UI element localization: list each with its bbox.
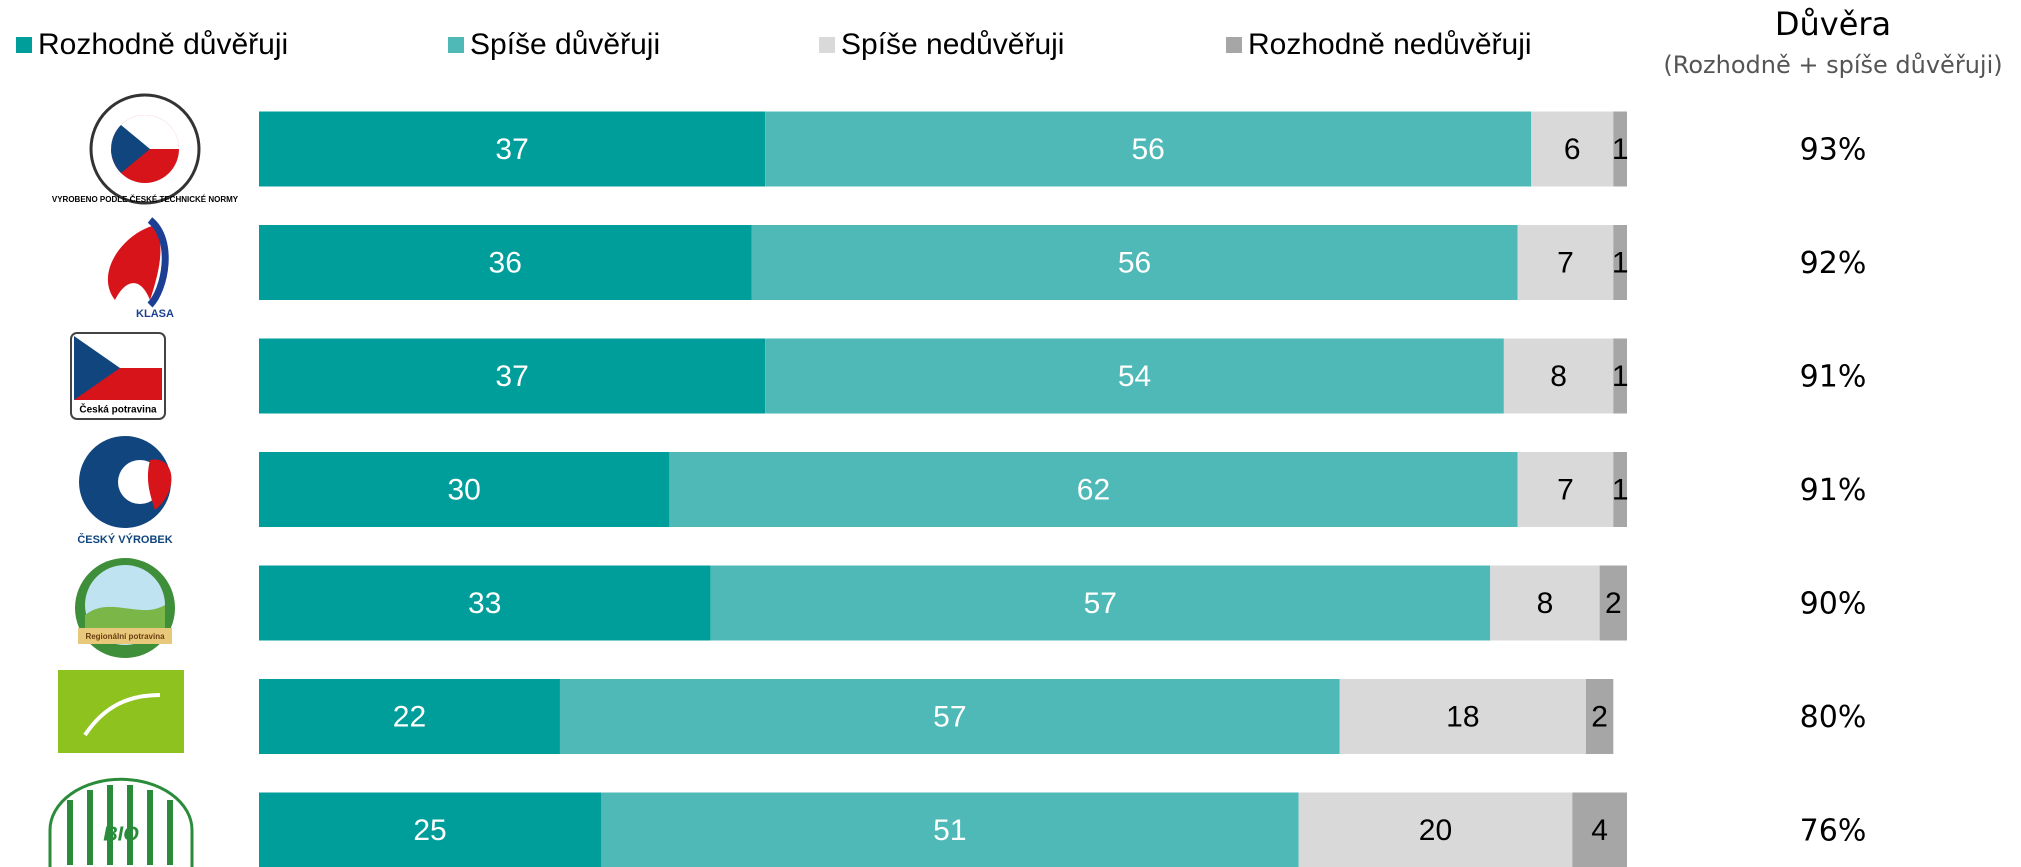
data-label: 1 <box>1612 133 1629 166</box>
data-label: 2 <box>1605 587 1622 620</box>
bar-segment <box>259 338 766 414</box>
bar-segment <box>751 225 1518 300</box>
data-label: 18 <box>1446 700 1479 733</box>
total-label: 91% <box>1800 360 1867 395</box>
total-label: 80% <box>1800 700 1867 735</box>
totals-subtitle: (Rozhodně + spíše důvěřuji) <box>1663 51 2002 79</box>
bar-segment <box>259 225 752 300</box>
total-label: 90% <box>1800 587 1867 622</box>
bar-segment <box>765 111 1532 187</box>
logos: VYROBENO PODLE ČESKÉ TECHNICKÉ NORMY KLA… <box>48 93 239 867</box>
bar-segment <box>259 111 766 187</box>
bar-segment <box>1298 792 1573 867</box>
data-label: 6 <box>1564 133 1581 166</box>
bar-segment <box>259 565 711 641</box>
data-label: 56 <box>1118 246 1151 279</box>
legend-label: Rozhodně důvěřuji <box>38 28 288 61</box>
legend-label: Rozhodně nedůvěřuji <box>1248 28 1532 61</box>
legend-swatch <box>1226 37 1242 53</box>
data-label: 20 <box>1419 814 1452 847</box>
data-label: 2 <box>1591 700 1608 733</box>
bar-segment <box>1613 111 1627 187</box>
legend-swatch <box>819 37 835 53</box>
bar-segment <box>259 452 670 527</box>
logo-text: Česká potravina <box>79 403 157 416</box>
bar-segment <box>1490 565 1600 641</box>
logo-text: VYROBENO PODLE ČESKÉ TECHNICKÉ NORMY <box>52 195 239 204</box>
bar-segment <box>1531 111 1614 187</box>
bar-segment <box>601 792 1299 867</box>
data-label: 54 <box>1118 360 1151 393</box>
bar-segment <box>1613 338 1627 414</box>
data-label: 33 <box>468 587 501 620</box>
legend-label: Spíše důvěřuji <box>470 28 660 61</box>
bar-segment <box>1339 679 1586 754</box>
data-label: 51 <box>933 814 966 847</box>
data-label: 8 <box>1537 587 1554 620</box>
data-label: 1 <box>1612 246 1629 279</box>
bar-segment <box>259 792 601 867</box>
total-label: 93% <box>1800 133 1867 168</box>
total-label: 92% <box>1800 246 1867 281</box>
legend-swatch <box>448 37 464 53</box>
legend-label: Spíše nedůvěřuji <box>841 28 1064 61</box>
data-label: 1 <box>1612 473 1629 506</box>
data-label: 57 <box>1084 587 1117 620</box>
data-label: 36 <box>489 246 522 279</box>
bar-segment <box>1585 679 1614 754</box>
data-label: 4 <box>1591 814 1608 847</box>
bar-segment <box>1572 792 1627 867</box>
totals-title: Důvěra <box>1775 5 1891 43</box>
logo-text: ČESKÝ VÝROBEK <box>77 533 172 546</box>
bar-segment <box>1599 565 1627 641</box>
logo-text: Regionální potravina <box>85 632 165 641</box>
data-label: 7 <box>1557 473 1574 506</box>
bar-segment <box>1613 225 1627 300</box>
data-label: 62 <box>1077 473 1110 506</box>
logo-text: KLASA <box>136 308 174 320</box>
data-label: 8 <box>1550 360 1567 393</box>
data-label: 7 <box>1557 246 1574 279</box>
data-label: 37 <box>495 360 528 393</box>
bar-segment <box>669 452 1518 527</box>
total-label: 91% <box>1800 473 1867 508</box>
bar-segment <box>1613 452 1627 527</box>
total-label: 76% <box>1800 814 1867 849</box>
data-label: 56 <box>1132 133 1165 166</box>
bar-segment <box>765 338 1504 414</box>
legend-swatch <box>16 37 32 53</box>
logo-text: BIO <box>103 823 139 845</box>
data-label: 25 <box>413 814 446 847</box>
bar-segment <box>1517 452 1614 527</box>
data-label: 30 <box>448 473 481 506</box>
bar-segment <box>559 679 1340 754</box>
bar-segment <box>1503 338 1614 414</box>
data-label: 1 <box>1612 360 1629 393</box>
bar-segment <box>710 565 1491 641</box>
data-label: 37 <box>495 133 528 166</box>
data-label: 57 <box>933 700 966 733</box>
data-label: 22 <box>393 700 426 733</box>
bar-segment <box>1517 225 1614 300</box>
bar-segment <box>259 679 560 754</box>
